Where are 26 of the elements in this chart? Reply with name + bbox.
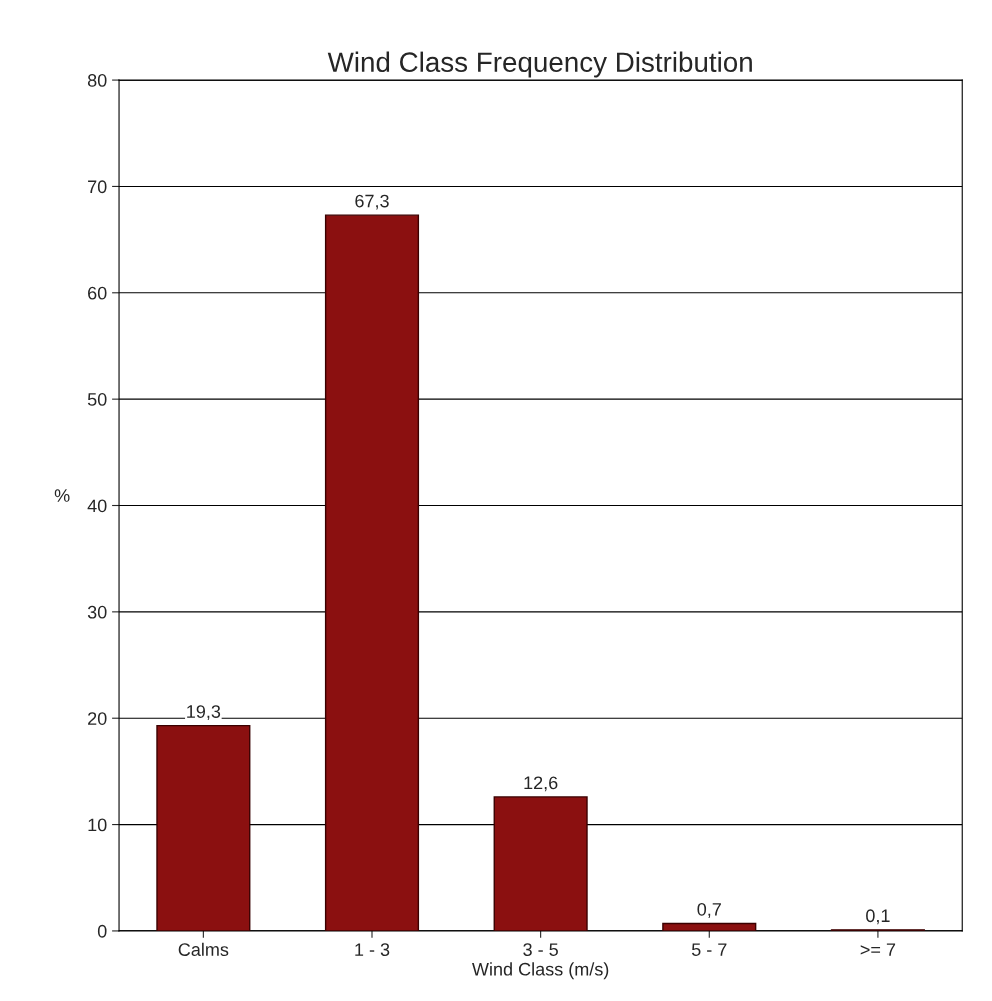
y-tick-label: 50 — [87, 393, 107, 406]
y-tick-label: 60 — [88, 286, 107, 300]
x-tick-label: Calms — [178, 942, 229, 956]
chart-title: Wind Class Frequency Distribution — [327, 51, 752, 78]
x-tick-label: 5 - 7 — [691, 943, 727, 956]
y-tick-label: 80 — [87, 74, 107, 87]
y-axis-title: % — [54, 489, 70, 502]
data-label: 19,3 — [187, 705, 221, 721]
y-tick-label: 20 — [88, 712, 107, 725]
y-tick-label: 10 — [88, 818, 107, 832]
x-tick-label: >= 7 — [860, 943, 896, 956]
data-label: 0,1 — [866, 909, 890, 925]
y-tick-label: 30 — [87, 605, 107, 619]
data-label: 12,6 — [524, 776, 558, 792]
bar — [493, 796, 588, 931]
y-tick-label: 40 — [87, 499, 107, 513]
data-label: 67,3 — [355, 194, 389, 210]
y-tick-label: 0 — [97, 924, 107, 938]
x-tick-label: 1 - 3 — [355, 943, 390, 956]
data-label: 0,7 — [697, 902, 721, 918]
bar — [662, 922, 757, 931]
bar — [324, 214, 420, 931]
x-tick-label: 3 - 5 — [523, 943, 558, 956]
x-axis-title: Wind Class (m/s) — [472, 962, 609, 980]
y-tick-label: 70 — [88, 180, 107, 194]
bar — [156, 724, 251, 931]
